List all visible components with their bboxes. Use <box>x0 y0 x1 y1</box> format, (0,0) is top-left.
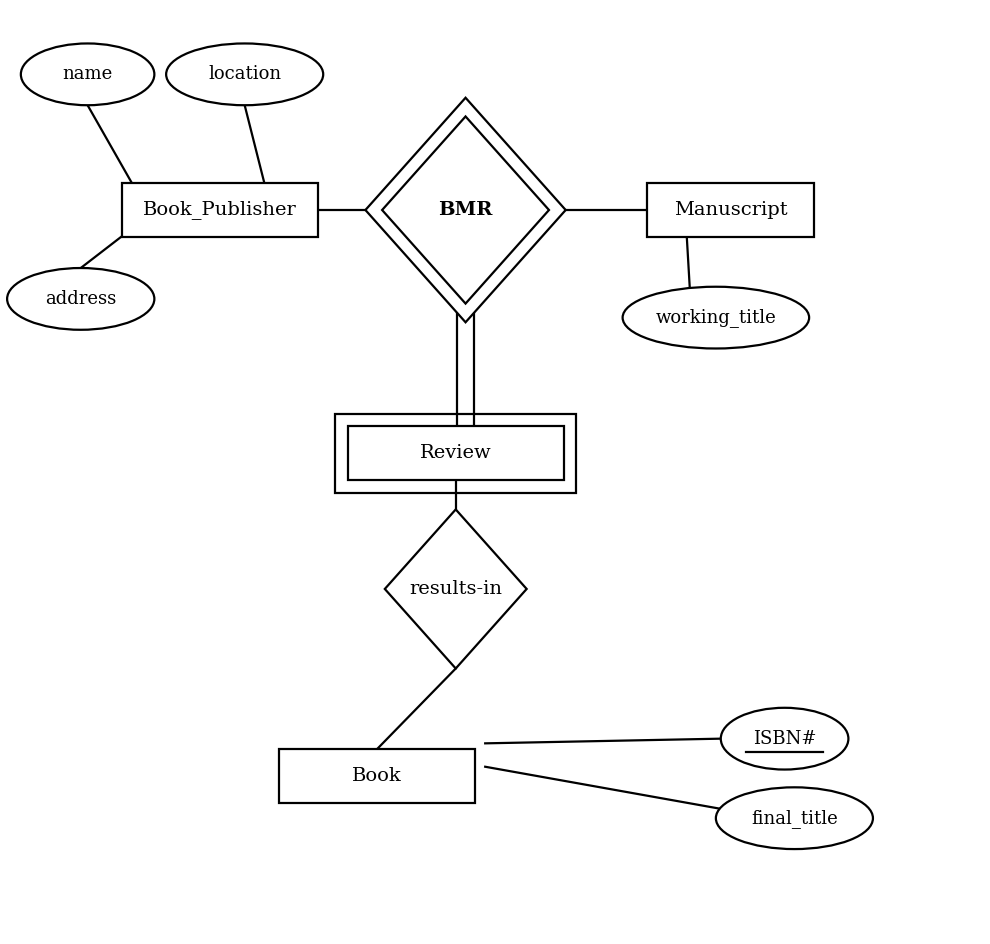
Ellipse shape <box>716 787 873 849</box>
Polygon shape <box>382 116 549 304</box>
Text: location: location <box>208 65 281 83</box>
Ellipse shape <box>166 43 323 105</box>
Text: final_title: final_title <box>751 809 838 828</box>
Text: results-in: results-in <box>409 580 502 598</box>
Ellipse shape <box>623 287 809 348</box>
Bar <box>279 749 475 803</box>
Bar <box>347 426 563 480</box>
Text: ISBN#: ISBN# <box>752 730 817 748</box>
Text: Review: Review <box>420 445 492 463</box>
Polygon shape <box>365 98 565 322</box>
Bar <box>335 414 576 493</box>
Text: name: name <box>62 65 113 83</box>
Ellipse shape <box>21 43 154 105</box>
Text: Manuscript: Manuscript <box>674 201 787 219</box>
Text: Book: Book <box>352 767 402 785</box>
Bar <box>647 183 814 237</box>
Ellipse shape <box>7 268 154 329</box>
Text: working_title: working_title <box>655 308 776 327</box>
Text: BMR: BMR <box>439 201 493 219</box>
Text: address: address <box>46 290 117 308</box>
Ellipse shape <box>721 708 848 769</box>
Polygon shape <box>385 510 527 668</box>
Bar <box>122 183 319 237</box>
Text: Book_Publisher: Book_Publisher <box>144 200 297 220</box>
